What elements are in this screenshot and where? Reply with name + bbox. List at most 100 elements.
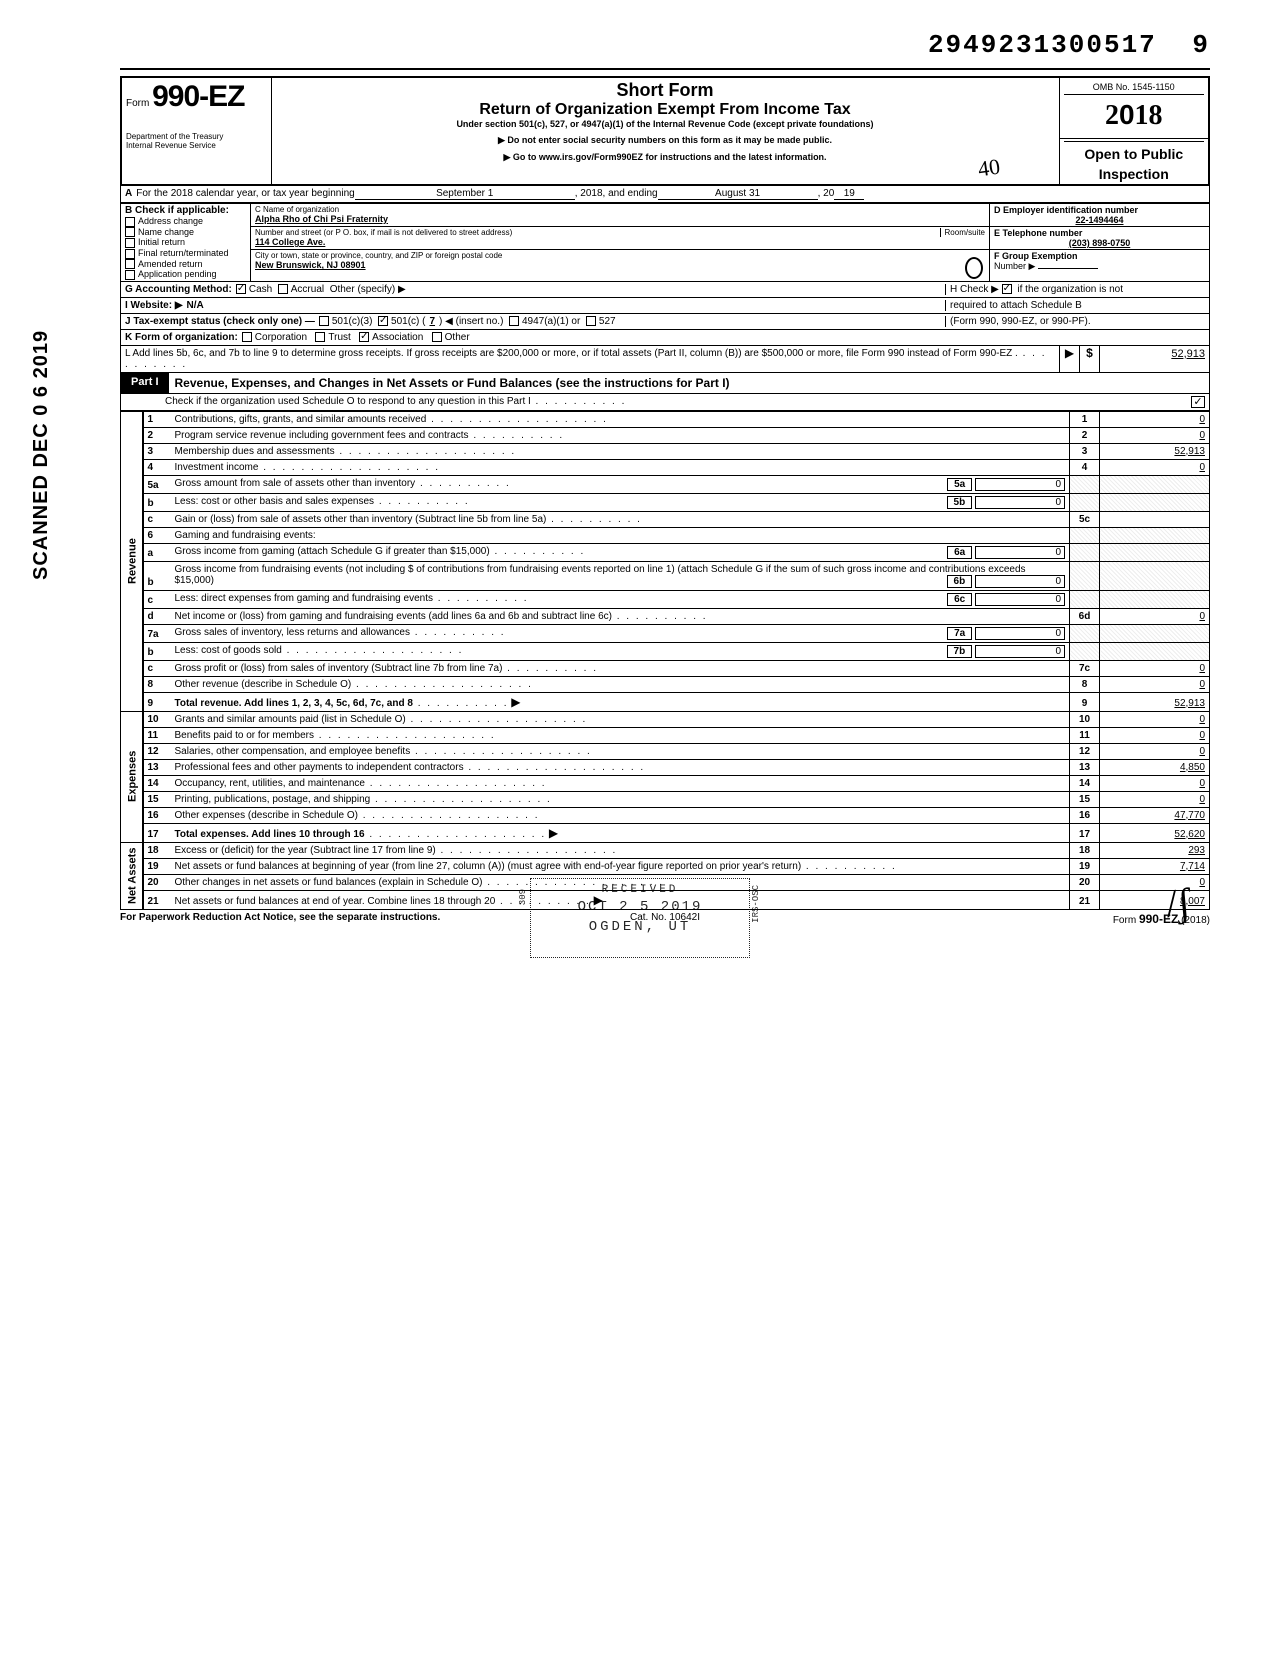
amt-6d: 0 xyxy=(1100,608,1210,624)
e-cell: E Telephone number (203) 898-0750 xyxy=(990,227,1210,250)
handwritten-40: 40 xyxy=(976,154,1001,183)
stamp-received: RECEIVED xyxy=(531,883,749,898)
chk-final[interactable]: Final return/terminated xyxy=(125,248,246,259)
amt-7c: 0 xyxy=(1100,660,1210,676)
ein: 22-1494464 xyxy=(994,215,1205,225)
phone: (203) 898-0750 xyxy=(994,238,1205,248)
row-a: A For the 2018 calendar year, or tax yea… xyxy=(120,186,1210,203)
sched-o-check[interactable]: ✓ xyxy=(1191,396,1205,408)
row-l: L Add lines 5b, 6c, and 7b to line 9 to … xyxy=(120,346,1210,373)
c-label: C Name of organization xyxy=(255,205,985,214)
insert-no: 7 xyxy=(425,316,439,327)
stamp-date: OCT 2 5 2019 xyxy=(531,898,749,918)
h-cont2: (Form 990, 990-EZ, or 990-PF). xyxy=(945,316,1205,327)
open-public: Open to Public xyxy=(1064,141,1205,166)
title-cell: Short Form Return of Organization Exempt… xyxy=(271,77,1059,185)
chk-accrual[interactable] xyxy=(278,284,288,294)
chk-501c3[interactable] xyxy=(319,316,329,326)
row-k: K Form of organization: Corporation Trus… xyxy=(120,330,1210,346)
amt-21: 8,007 xyxy=(1100,890,1210,909)
row-a-text1: For the 2018 calendar year, or tax year … xyxy=(136,188,354,200)
row-j: J Tax-exempt status (check only one) — 5… xyxy=(120,314,1210,330)
chk-address[interactable]: Address change xyxy=(125,216,246,227)
amt-17: 52,620 xyxy=(1100,823,1210,842)
col-b-header: B Check if applicable: xyxy=(125,205,246,216)
sched-o-row: Check if the organization used Schedule … xyxy=(120,394,1210,411)
stamp-left: 309 xyxy=(517,889,530,905)
h-cell: H Check ▶ if the organization is not xyxy=(945,284,1205,295)
footer-left: For Paperwork Reduction Act Notice, see … xyxy=(120,912,483,926)
omb-cell: OMB No. 1545-1150 20201818 xyxy=(1059,77,1209,139)
chk-4947[interactable] xyxy=(509,316,519,326)
open-inspection-cell: Open to Public Inspection xyxy=(1059,139,1209,186)
short-form: Short Form xyxy=(276,80,1055,101)
e-label: E Telephone number xyxy=(994,228,1205,238)
amt-14: 0 xyxy=(1100,775,1210,791)
form-header: Form 990-EZ Department of the Treasury I… xyxy=(120,76,1210,186)
chk-corp[interactable] xyxy=(242,332,252,342)
website: N/A xyxy=(187,300,204,311)
amt-13: 4,850 xyxy=(1100,759,1210,775)
row-a-begin: September 1 xyxy=(355,188,575,200)
warn-goto: ▶ Go to www.irs.gov/Form990EZ for instru… xyxy=(276,152,1055,163)
chk-501c[interactable] xyxy=(378,316,388,326)
dln: 2949231300517 xyxy=(928,30,1157,60)
room-label: Room/suite xyxy=(940,228,985,237)
d-label: D Employer identification number xyxy=(994,205,1205,215)
chk-initial[interactable]: Initial return xyxy=(125,237,246,248)
org-name: Alpha Rho of Chi Psi Fraternity xyxy=(255,214,985,224)
amt-4: 0 xyxy=(1100,459,1210,475)
return-title: Return of Organization Exempt From Incom… xyxy=(276,101,1055,119)
received-stamp: 309 IRS-OSC RECEIVED OCT 2 5 2019 OGDEN,… xyxy=(530,878,750,958)
side-revenue: Revenue xyxy=(121,411,143,711)
f-label2: Number ▶ xyxy=(994,261,1035,271)
chk-cash[interactable] xyxy=(236,284,246,294)
side-expenses: Expenses xyxy=(121,711,143,842)
amt-12: 0 xyxy=(1100,743,1210,759)
row-g: G Accounting Method: Cash Accrual Other … xyxy=(120,282,1210,298)
dln-suffix: 9 xyxy=(1192,30,1210,60)
sched-o-text: Check if the organization used Schedule … xyxy=(165,396,531,407)
d-cell: D Employer identification number 22-1494… xyxy=(990,204,1210,227)
chk-527[interactable] xyxy=(586,316,596,326)
top-rule xyxy=(120,68,1210,70)
form-word: Form xyxy=(126,98,149,109)
amt-15: 0 xyxy=(1100,791,1210,807)
chk-h[interactable] xyxy=(1002,284,1012,294)
amt-2: 0 xyxy=(1100,427,1210,443)
chk-other-org[interactable] xyxy=(432,332,442,342)
row-a-tail: , 20 xyxy=(818,188,835,200)
k-label: K Form of organization: xyxy=(125,332,238,343)
f-cell: F Group Exemption Number ▶ xyxy=(990,250,1210,282)
chk-name[interactable]: Name change xyxy=(125,227,246,238)
amt-16: 47,770 xyxy=(1100,807,1210,823)
j-label: J Tax-exempt status (check only one) — xyxy=(125,316,315,327)
row-a-mid: , 2018, and ending xyxy=(575,188,658,200)
addr-label: Number and street (or P O. box, if mail … xyxy=(255,228,940,237)
amt-5c xyxy=(1100,511,1210,527)
amt-18: 293 xyxy=(1100,842,1210,858)
chk-pending[interactable]: Application pending xyxy=(125,269,246,280)
inspection: Inspection xyxy=(1064,166,1205,182)
row-a-label: A xyxy=(125,188,132,200)
amt-11: 0 xyxy=(1100,727,1210,743)
amt-3: 52,913 xyxy=(1100,443,1210,459)
chk-assoc[interactable] xyxy=(359,332,369,342)
amt-8: 0 xyxy=(1100,676,1210,692)
c-addr-cell: Number and street (or P O. box, if mail … xyxy=(251,227,990,250)
l-amount: 52,913 xyxy=(1100,346,1210,373)
row-a-endyr: 19 xyxy=(834,188,864,200)
part-i-title: Revenue, Expenses, and Changes in Net As… xyxy=(169,373,1209,393)
dept-line: Department of the Treasury Internal Reve… xyxy=(126,132,267,150)
l-dollar: $ xyxy=(1080,346,1100,373)
chk-amended[interactable]: Amended return xyxy=(125,259,246,270)
stamp-where: OGDEN, UT xyxy=(531,918,749,938)
row-a-end: August 31 xyxy=(658,188,818,200)
chk-trust[interactable] xyxy=(315,332,325,342)
tax-year: 20201818 xyxy=(1064,95,1205,136)
side-netassets: Net Assets xyxy=(121,842,143,909)
c-name-cell: C Name of organization Alpha Rho of Chi … xyxy=(251,204,990,227)
city: New Brunswick, NJ 08901 xyxy=(255,260,985,270)
bcdef-block: B Check if applicable: Address change Na… xyxy=(120,203,1210,282)
h-cont1: required to attach Schedule B xyxy=(945,300,1205,311)
